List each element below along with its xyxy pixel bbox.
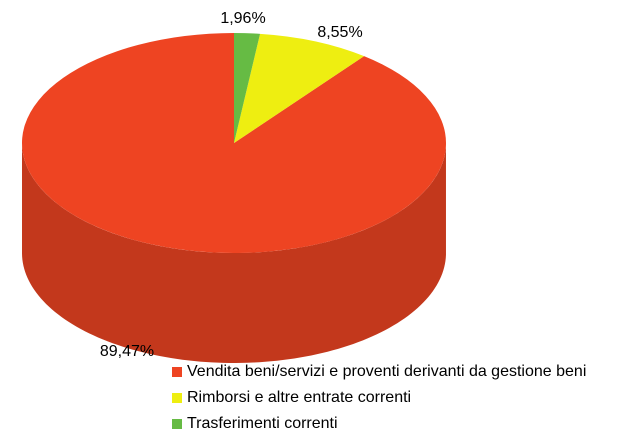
data-label: 8,55% — [317, 24, 362, 41]
legend-label: Rimborsi e altre entrate correnti — [187, 389, 411, 406]
slice-side — [22, 143, 446, 363]
slice — [234, 33, 261, 143]
data-label: 1,96% — [220, 10, 265, 27]
legend-label: Trasferimenti correnti — [187, 415, 338, 432]
slice — [22, 33, 447, 254]
slice — [234, 33, 365, 143]
data-label: 89,47% — [100, 343, 154, 360]
legend-swatch — [172, 393, 182, 403]
legend-swatch — [172, 419, 182, 429]
legend-label: Vendita beni/servizi e proventi derivant… — [187, 363, 586, 380]
legend-swatch — [172, 367, 182, 377]
